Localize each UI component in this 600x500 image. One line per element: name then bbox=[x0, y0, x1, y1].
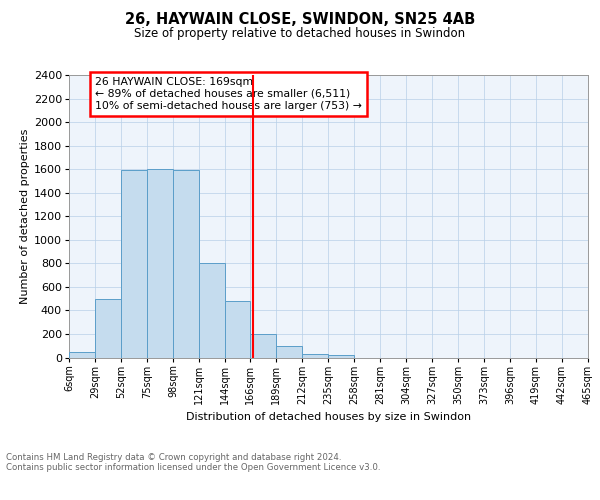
Text: Size of property relative to detached houses in Swindon: Size of property relative to detached ho… bbox=[134, 28, 466, 40]
Text: 26 HAYWAIN CLOSE: 169sqm
← 89% of detached houses are smaller (6,511)
10% of sem: 26 HAYWAIN CLOSE: 169sqm ← 89% of detach… bbox=[95, 78, 362, 110]
Bar bbox=[147, 169, 173, 358]
Bar bbox=[225, 301, 250, 358]
Bar bbox=[276, 346, 302, 358]
Bar bbox=[302, 354, 328, 358]
Text: 26, HAYWAIN CLOSE, SWINDON, SN25 4AB: 26, HAYWAIN CLOSE, SWINDON, SN25 4AB bbox=[125, 12, 475, 28]
Bar bbox=[173, 170, 199, 358]
Bar bbox=[250, 334, 276, 357]
Text: Contains HM Land Registry data © Crown copyright and database right 2024.
Contai: Contains HM Land Registry data © Crown c… bbox=[6, 452, 380, 472]
Bar bbox=[328, 354, 354, 358]
Bar bbox=[95, 298, 121, 358]
Bar bbox=[69, 352, 95, 358]
Y-axis label: Number of detached properties: Number of detached properties bbox=[20, 128, 29, 304]
Bar bbox=[121, 170, 147, 358]
Text: Distribution of detached houses by size in Swindon: Distribution of detached houses by size … bbox=[186, 412, 472, 422]
Bar bbox=[199, 264, 225, 358]
